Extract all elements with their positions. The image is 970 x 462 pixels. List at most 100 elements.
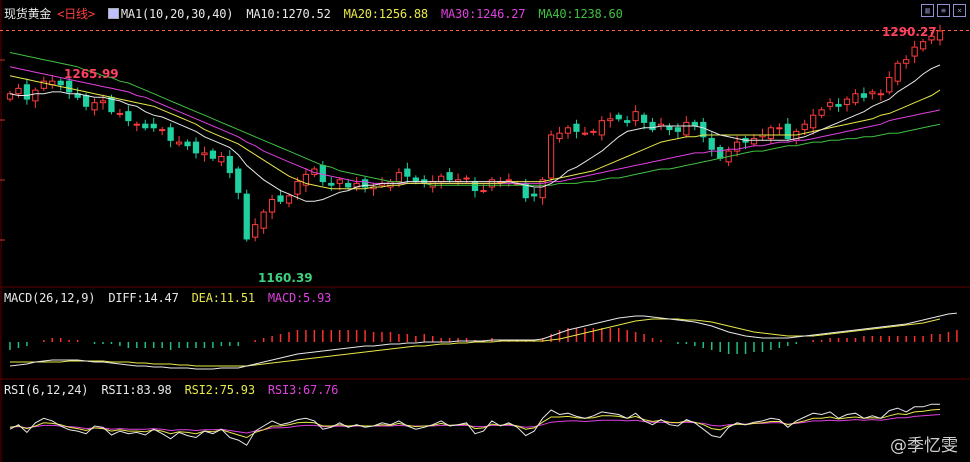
candle-body (624, 120, 631, 123)
candle-body (412, 177, 419, 183)
candle-body (691, 121, 698, 127)
candle-body (607, 118, 614, 122)
candle-body (911, 46, 918, 57)
candle-body (32, 89, 39, 102)
candle-body (767, 127, 775, 140)
high-price-label: 1290.27 (882, 25, 937, 39)
instrument-name: 现货黄金 (4, 7, 52, 21)
candle-body (852, 93, 859, 104)
macd-legend: MACD(26,12,9) DIFF:14.47 DEA:11.51 MACD:… (4, 291, 337, 305)
candle-body (700, 121, 707, 138)
diff-line (9, 312, 957, 370)
candle-body (708, 138, 715, 150)
candle-body (894, 62, 901, 82)
candle-body (886, 77, 893, 93)
candle-body (91, 102, 98, 111)
candle-body (192, 141, 200, 154)
candle-body (446, 172, 453, 181)
candle-body (750, 138, 758, 145)
candle-body (404, 168, 411, 177)
candle-body (277, 195, 284, 202)
rsi-spec[interactable]: RSI(6,12,24) (4, 383, 89, 397)
candle-body (23, 84, 31, 100)
local-high-price-label: 1265.99 (64, 67, 119, 81)
macd-spec[interactable]: MACD(26,12,9) (4, 291, 96, 305)
candle-body (361, 179, 369, 188)
period-label[interactable]: <日线> (57, 7, 95, 21)
candle-body (328, 182, 335, 186)
candle-body (632, 111, 639, 122)
ma10-value: MA10:1270.52 (246, 7, 331, 21)
candle-body (395, 172, 403, 183)
candle-body (82, 95, 90, 107)
candle-body (818, 109, 825, 116)
candle-body (336, 179, 343, 184)
ma40-value: MA40:1238.60 (538, 7, 623, 21)
main-legend: 现货黄金 <日线> MA1(10,20,30,40) MA10:1270.52 M… (4, 5, 629, 22)
candle-body (57, 80, 64, 86)
candle-body (674, 127, 682, 132)
candle-body (573, 123, 580, 132)
candle-body (776, 127, 783, 130)
candle-body (564, 127, 572, 134)
close-icon[interactable]: × (953, 4, 966, 17)
ma30-line (9, 66, 941, 184)
candle-body (598, 120, 605, 136)
candle-body (733, 141, 741, 152)
rsi3-line (9, 414, 941, 434)
panel-toolbar: ▥ ≡ × (921, 4, 966, 17)
candle-body (556, 132, 563, 140)
candle-body (717, 147, 724, 159)
candle-body (590, 130, 597, 133)
ma20-value: MA20:1256.88 (343, 7, 428, 21)
candle-body (226, 155, 233, 174)
candle-body (125, 111, 132, 122)
candle-body (480, 190, 487, 193)
candle-body (302, 173, 310, 186)
candle-body (345, 182, 352, 188)
candle-body (142, 123, 149, 129)
candle-body (15, 87, 22, 95)
candle-body (294, 181, 301, 195)
candle-body (666, 125, 673, 131)
low-price-label: 1160.39 (258, 271, 313, 285)
indicator-icon[interactable]: ≡ (937, 4, 950, 17)
candle-body (159, 129, 166, 132)
rsi3-value: RSI3:67.76 (267, 383, 339, 397)
candle-body (843, 98, 851, 105)
candle-body (252, 224, 259, 238)
candle-body (243, 193, 250, 240)
watermark: @季忆雯 (890, 436, 958, 456)
candle-body (877, 93, 884, 96)
macd-value: MACD:5.93 (267, 291, 332, 305)
candle-body (928, 35, 935, 41)
candle-body (40, 80, 47, 89)
ma10-line (9, 64, 941, 202)
candle-body (784, 123, 791, 140)
candle-body (615, 114, 622, 120)
chart-type-icon[interactable]: ▥ (921, 4, 934, 17)
dea-value: DEA:11.51 (191, 291, 255, 305)
candle-body (167, 127, 174, 141)
candle-body (860, 93, 868, 98)
ma-spec[interactable]: MA1(10,20,30,40) (107, 7, 233, 21)
candle-body (463, 177, 470, 180)
candle-body (260, 211, 267, 229)
candle-body (810, 114, 817, 129)
candle-body (640, 114, 648, 123)
candle-body (438, 175, 445, 183)
candle-body (919, 41, 927, 50)
candle-body (175, 141, 183, 145)
dea-line (10, 318, 941, 367)
candle-body (99, 100, 107, 104)
candle-body (869, 91, 876, 95)
candle-body (285, 195, 293, 204)
rsi1-value: RSI1:83.98 (101, 383, 172, 397)
candle-body (531, 193, 538, 197)
candle-body (201, 152, 208, 156)
candle-body (649, 121, 656, 131)
rsi2-value: RSI2:75.93 (184, 383, 255, 397)
candle-body (903, 59, 910, 64)
rsi1-line (9, 403, 940, 446)
